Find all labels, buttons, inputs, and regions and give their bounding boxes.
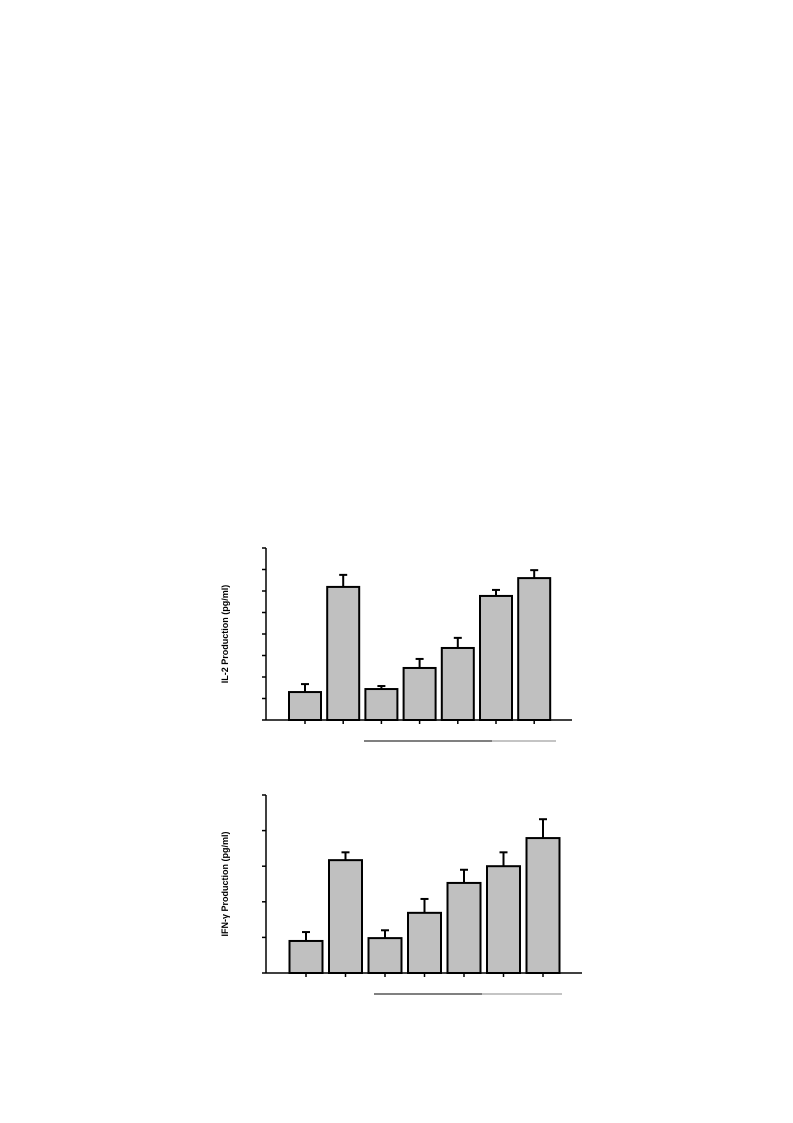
bar [479, 594, 513, 722]
bar [364, 688, 399, 721]
bar [517, 577, 552, 721]
y-axis-label: IL-2 Production (pg/ml) [220, 585, 230, 684]
bar [440, 646, 475, 721]
bar [402, 666, 437, 721]
bar [525, 837, 561, 974]
bar [486, 865, 521, 975]
bar [446, 881, 482, 975]
y-axis-label: IFN-γ Production (pg/ml) [220, 832, 230, 937]
bar [367, 937, 403, 974]
bar [328, 859, 363, 975]
bar [288, 691, 322, 721]
bar [288, 939, 324, 975]
bar [407, 911, 442, 974]
bar [326, 585, 361, 721]
